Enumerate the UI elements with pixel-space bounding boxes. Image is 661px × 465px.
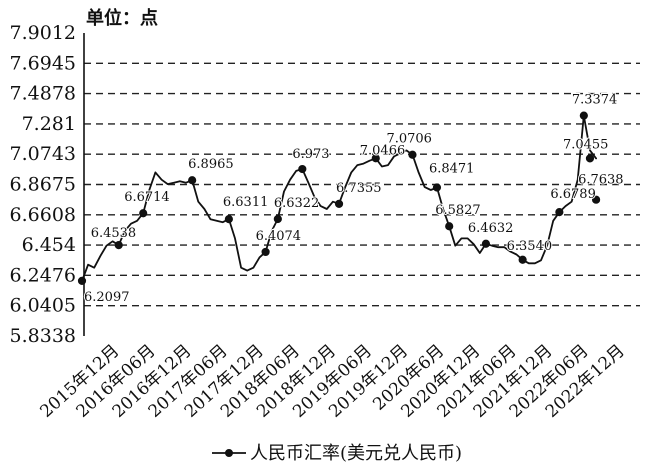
y-tick-label: 6.454 <box>22 234 76 256</box>
y-tick-label: 6.2476 <box>10 264 76 286</box>
data-point-marker <box>481 239 491 248</box>
data-label: 6.4538 <box>91 226 137 241</box>
data-label: 6.7355 <box>336 181 382 196</box>
data-point-marker <box>139 209 148 218</box>
gridlines <box>84 62 640 307</box>
data-point-marker <box>273 214 282 224</box>
data-point-marker <box>591 195 601 204</box>
data-point-marker <box>579 111 588 120</box>
data-point-marker <box>408 150 417 159</box>
data-label: 6.7638 <box>578 173 624 188</box>
data-point-marker <box>261 247 270 257</box>
data-label: 6.6789 <box>550 187 596 202</box>
data-point-marker <box>298 164 307 174</box>
data-label: 7.0706 <box>386 132 432 147</box>
data-label: 6.973 <box>292 147 329 162</box>
data-point-marker <box>445 222 454 231</box>
data-label: 6.8471 <box>429 161 475 176</box>
y-tick-label: 7.4878 <box>10 83 76 105</box>
y-tick-label: 6.8675 <box>10 174 76 196</box>
y-tick-label: 7.281 <box>22 113 76 135</box>
y-tick-labels: 7.9012 7.6945 7.4878 7.281 7.0743 6.8675 6.660… <box>10 22 76 347</box>
legend-label: 人民币汇率(美元兑人民币) <box>250 443 462 464</box>
y-tick-label: 6.6608 <box>10 204 76 226</box>
data-point-marker <box>371 154 380 163</box>
data-label: 6.2097 <box>84 290 130 305</box>
data-point-marker <box>224 215 233 224</box>
y-tick-label: 7.6945 <box>10 52 76 74</box>
data-label: 6.6311 <box>223 195 269 210</box>
data-label: 6.4632 <box>468 221 514 236</box>
data-point-marker <box>585 154 595 163</box>
data-label: 6.6322 <box>274 196 320 211</box>
data-point-marker <box>188 176 197 185</box>
legend-marker-swatch <box>225 449 233 457</box>
data-point-marker <box>114 241 123 250</box>
data-point-marker <box>334 199 344 208</box>
data-point-marker <box>77 276 87 286</box>
unit-label: 单位：点 <box>86 7 158 29</box>
data-label: 7.3374 <box>572 93 618 108</box>
data-label: 6.4074 <box>256 229 302 244</box>
y-tick-label: 5.8338 <box>10 325 76 347</box>
data-label: 7.0455 <box>563 137 609 152</box>
data-label: 6.3540 <box>507 239 553 254</box>
y-tick-label: 6.0405 <box>10 295 76 317</box>
data-label: 6.6714 <box>124 190 170 205</box>
data-label: 7.0466 <box>360 143 406 158</box>
data-label: 6.8965 <box>188 157 234 172</box>
data-label: 6.5827 <box>435 203 481 218</box>
legend: 人民币汇率(美元兑人民币) <box>212 443 462 464</box>
data-point-marker <box>518 255 527 264</box>
y-tick-label: 7.9012 <box>10 22 76 44</box>
y-tick-label: 7.0743 <box>10 143 76 165</box>
series-markers <box>77 111 601 286</box>
data-labels: 6.2097 6.4538 6.6714 6.8965 6.6311 6.4074 6.63… <box>83 92 625 306</box>
data-point-marker <box>555 208 564 217</box>
x-tick-labels: 2015年12月2016年06月2016年12月2017年06月2017年12月… <box>36 341 628 422</box>
data-point-marker <box>432 183 442 192</box>
